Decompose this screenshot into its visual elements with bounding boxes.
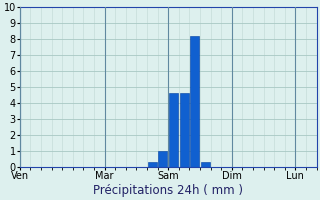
- X-axis label: Précipitations 24h ( mm ): Précipitations 24h ( mm ): [93, 184, 243, 197]
- Bar: [180, 93, 188, 167]
- Bar: [158, 151, 167, 167]
- Bar: [169, 93, 178, 167]
- Bar: [190, 36, 199, 167]
- Bar: [201, 162, 210, 167]
- Bar: [148, 162, 157, 167]
